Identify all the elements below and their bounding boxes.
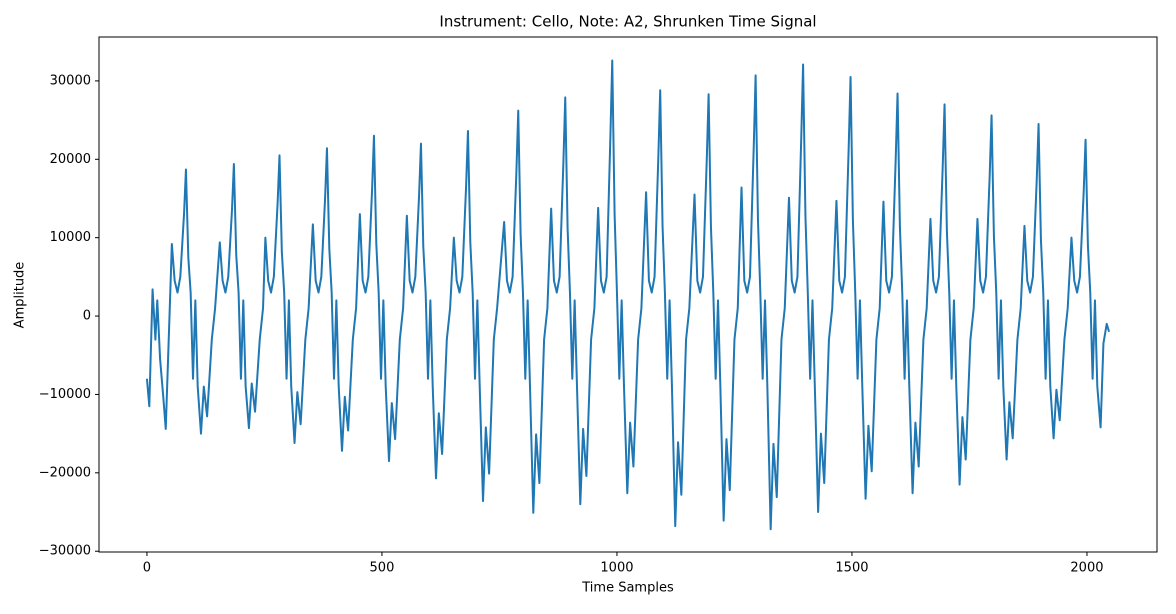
x-tick-label: 1000 <box>600 561 633 576</box>
y-tick-label: 10000 <box>50 230 91 245</box>
x-tick-label: 2000 <box>1070 561 1103 576</box>
axes-frame <box>98 36 1158 553</box>
y-tick-label: −10000 <box>39 387 91 402</box>
x-axis-label: Time Samples <box>581 581 674 596</box>
x-tick-label: 1500 <box>835 561 868 576</box>
y-tick-label: 30000 <box>50 73 91 88</box>
x-tick-label: 0 <box>143 561 151 576</box>
y-tick-label: −30000 <box>39 544 91 559</box>
x-tick-label: 500 <box>370 561 395 576</box>
y-axis-label: Amplitude <box>13 262 28 329</box>
signal-line <box>145 59 1111 531</box>
chart-title: Instrument: Cello, Note: A2, Shrunken Ti… <box>439 13 816 31</box>
y-tick-label: −20000 <box>39 465 91 480</box>
y-tick-label: 20000 <box>50 152 91 167</box>
y-tick-label: 0 <box>83 309 91 324</box>
